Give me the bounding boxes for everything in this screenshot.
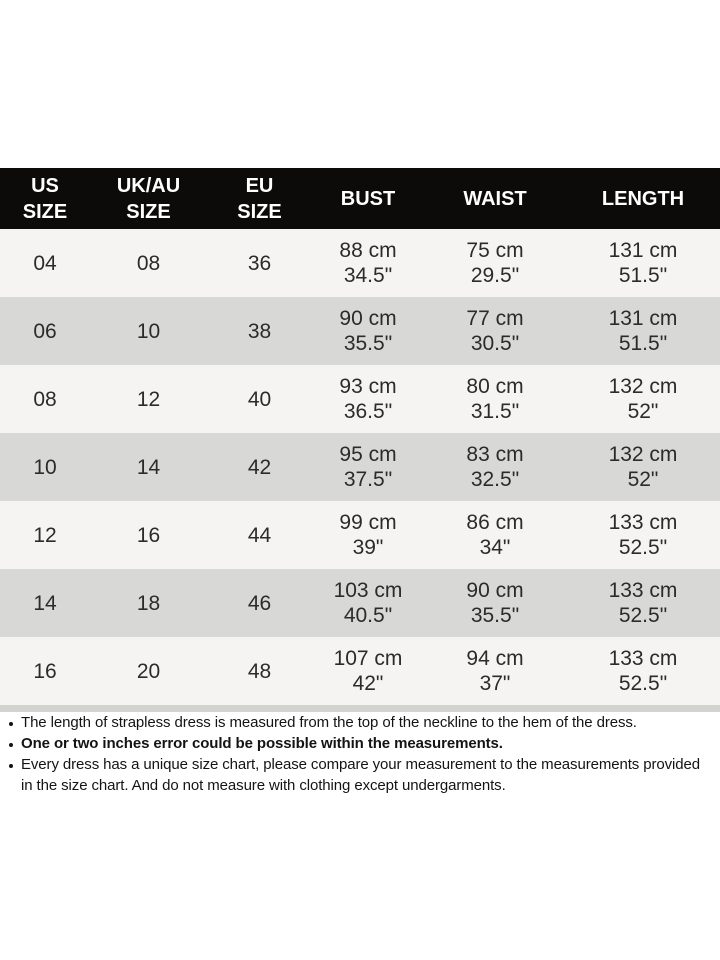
- cell-eu-size: 38: [207, 297, 312, 365]
- measurement-notes: The length of strapless dress is measure…: [0, 712, 714, 796]
- cell-us-size: 14: [0, 569, 90, 637]
- cell-us-size: 12: [0, 501, 90, 569]
- cell-ukau-size: 16: [90, 501, 207, 569]
- cell-length: 132 cm 52": [566, 433, 720, 501]
- col-header-ukau-size: UK/AU SIZE: [90, 168, 207, 229]
- cell-us-size: 06: [0, 297, 90, 365]
- cell-eu-size: 46: [207, 569, 312, 637]
- table-row: 14 18 46 103 cm 40.5" 90 cm 35.5" 133 cm 52…: [0, 569, 720, 637]
- cell-bust: 99 cm 39": [312, 501, 424, 569]
- col-header-us-size: US SIZE: [0, 168, 90, 229]
- cell-eu-size: 48: [207, 637, 312, 705]
- col-header-waist: WAIST: [424, 168, 566, 229]
- cell-length: 132 cm 52": [566, 365, 720, 433]
- cell-us-size: 16: [0, 637, 90, 705]
- cell-bust: 103 cm 40.5": [312, 569, 424, 637]
- table-row: 04 08 36 88 cm 34.5" 75 cm 29.5" 131 cm 51.…: [0, 229, 720, 297]
- table-row: 06 10 38 90 cm 35.5" 77 cm 30.5" 131 cm 51.…: [0, 297, 720, 365]
- cell-bust: 88 cm 34.5": [312, 229, 424, 297]
- cell-waist: 83 cm 32.5": [424, 433, 566, 501]
- cell-length: 133 cm 52.5": [566, 637, 720, 705]
- table-bottom-divider: [0, 705, 720, 712]
- cell-ukau-size: 12: [90, 365, 207, 433]
- cell-eu-size: 36: [207, 229, 312, 297]
- cell-ukau-size: 14: [90, 433, 207, 501]
- note-strapless-length: The length of strapless dress is measure…: [0, 712, 714, 733]
- size-chart-table: US SIZE UK/AU SIZE EU SIZE BUST WAIST LENGT…: [0, 168, 720, 705]
- cell-waist: 94 cm 37": [424, 637, 566, 705]
- cell-us-size: 08: [0, 365, 90, 433]
- table-row: 08 12 40 93 cm 36.5" 80 cm 31.5" 132 cm 52": [0, 365, 720, 433]
- col-header-bust: BUST: [312, 168, 424, 229]
- cell-eu-size: 42: [207, 433, 312, 501]
- table-row: 12 16 44 99 cm 39" 86 cm 34" 133 cm 52.5": [0, 501, 720, 569]
- cell-ukau-size: 20: [90, 637, 207, 705]
- note-error-margin: One or two inches error could be possibl…: [0, 733, 714, 754]
- cell-us-size: 10: [0, 433, 90, 501]
- cell-length: 131 cm 51.5": [566, 229, 720, 297]
- cell-us-size: 04: [0, 229, 90, 297]
- table-row: 16 20 48 107 cm 42" 94 cm 37" 133 cm 52.5": [0, 637, 720, 705]
- table-row: 10 14 42 95 cm 37.5" 83 cm 32.5" 132 cm 52": [0, 433, 720, 501]
- cell-waist: 86 cm 34": [424, 501, 566, 569]
- cell-eu-size: 44: [207, 501, 312, 569]
- cell-length: 133 cm 52.5": [566, 569, 720, 637]
- col-header-eu-size: EU SIZE: [207, 168, 312, 229]
- table-header: US SIZE UK/AU SIZE EU SIZE BUST WAIST LENGT…: [0, 168, 720, 229]
- cell-length: 131 cm 51.5": [566, 297, 720, 365]
- header-row: US SIZE UK/AU SIZE EU SIZE BUST WAIST LENGT…: [0, 168, 720, 229]
- cell-eu-size: 40: [207, 365, 312, 433]
- col-header-length: LENGTH: [566, 168, 720, 229]
- cell-ukau-size: 18: [90, 569, 207, 637]
- note-unique-size-chart: Every dress has a unique size chart, ple…: [0, 754, 714, 796]
- table-body: 04 08 36 88 cm 34.5" 75 cm 29.5" 131 cm 51.…: [0, 229, 720, 705]
- cell-waist: 77 cm 30.5": [424, 297, 566, 365]
- cell-bust: 95 cm 37.5": [312, 433, 424, 501]
- cell-ukau-size: 08: [90, 229, 207, 297]
- cell-bust: 90 cm 35.5": [312, 297, 424, 365]
- cell-length: 133 cm 52.5": [566, 501, 720, 569]
- cell-waist: 90 cm 35.5": [424, 569, 566, 637]
- cell-waist: 80 cm 31.5": [424, 365, 566, 433]
- cell-bust: 107 cm 42": [312, 637, 424, 705]
- cell-bust: 93 cm 36.5": [312, 365, 424, 433]
- cell-waist: 75 cm 29.5": [424, 229, 566, 297]
- cell-ukau-size: 10: [90, 297, 207, 365]
